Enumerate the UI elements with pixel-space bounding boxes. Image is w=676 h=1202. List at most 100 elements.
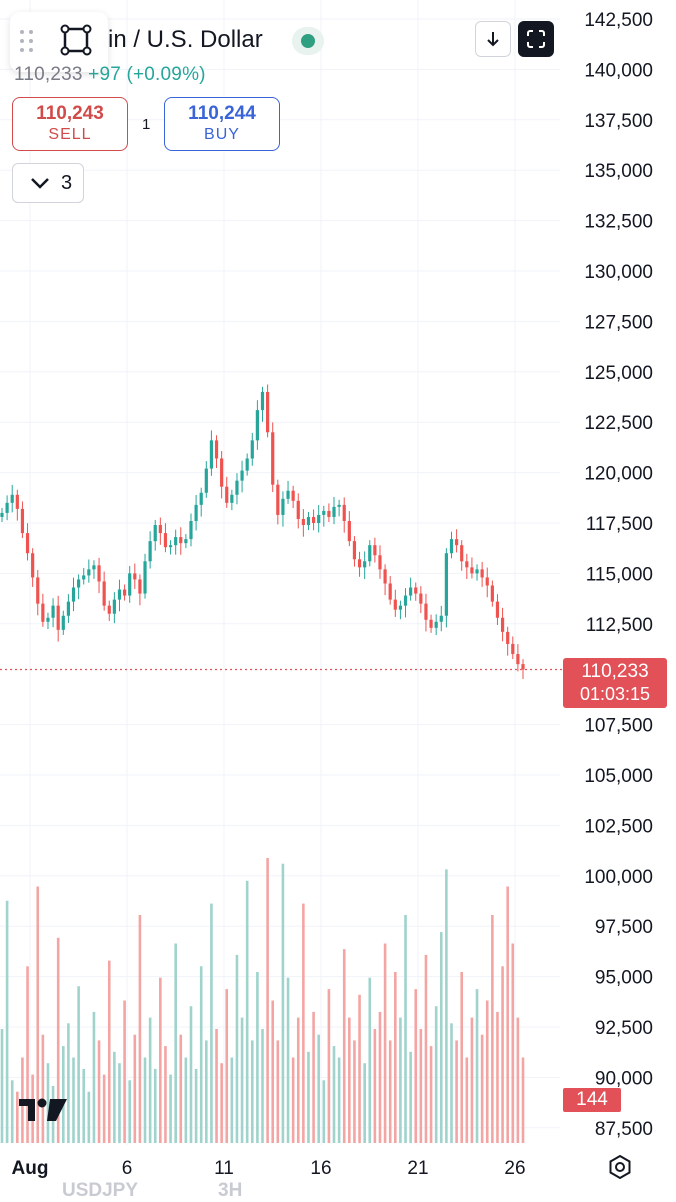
y-tick-label: 130,000 bbox=[584, 262, 653, 283]
volume-bar bbox=[10, 1080, 14, 1143]
volume-bar bbox=[322, 1080, 326, 1143]
candle-body bbox=[51, 605, 55, 618]
candle-body bbox=[357, 559, 362, 568]
candle-body bbox=[332, 506, 336, 517]
volume-bar bbox=[169, 1074, 172, 1143]
candle-body bbox=[470, 567, 474, 574]
volume-bar bbox=[67, 1023, 70, 1143]
candle-body bbox=[317, 514, 321, 523]
volume-bar bbox=[419, 1029, 423, 1143]
volume-value-tag: 144 bbox=[563, 1088, 621, 1112]
candle-body bbox=[271, 432, 275, 485]
volume-bar bbox=[286, 977, 290, 1143]
buy-button[interactable]: 110,244 BUY bbox=[164, 97, 280, 151]
indicators-count: 3 bbox=[61, 172, 73, 194]
volume-bar bbox=[399, 1017, 402, 1143]
candle-body bbox=[439, 615, 443, 622]
candle-body bbox=[199, 492, 203, 505]
volume-bar bbox=[491, 915, 494, 1143]
y-tick-label: 112,500 bbox=[586, 615, 653, 636]
symbol-title[interactable]: in / U.S. Dollar bbox=[108, 26, 263, 53]
volume-bar bbox=[521, 1057, 525, 1143]
candle-body bbox=[460, 545, 464, 562]
y-tick-label: 90,000 bbox=[595, 1068, 653, 1089]
candle-body bbox=[301, 518, 305, 526]
candle-body bbox=[347, 520, 351, 542]
volume-bar bbox=[276, 1040, 280, 1143]
volume-bar bbox=[184, 1057, 188, 1143]
select-tool-icon[interactable] bbox=[60, 24, 92, 56]
volume-bar bbox=[378, 1011, 382, 1143]
candle-body bbox=[41, 603, 45, 622]
volume-bar bbox=[429, 1046, 433, 1143]
sell-button[interactable]: 110,243 SELL bbox=[12, 97, 128, 151]
candle-body bbox=[409, 587, 413, 596]
candle-body bbox=[434, 621, 438, 628]
candle-body bbox=[250, 440, 254, 459]
volume-bar bbox=[128, 1080, 131, 1143]
candle-body bbox=[506, 631, 510, 644]
candle-body bbox=[286, 490, 290, 499]
volume-bar bbox=[133, 1034, 137, 1143]
current-price-tag: 110,233 01:03:15 bbox=[563, 658, 667, 708]
volume-bar bbox=[368, 977, 372, 1143]
volume-bar bbox=[485, 1000, 489, 1143]
indicators-toggle-button[interactable]: 3 bbox=[12, 163, 84, 203]
candle-body bbox=[225, 486, 229, 503]
volume-bar bbox=[271, 1000, 275, 1143]
candle-body bbox=[71, 587, 76, 602]
candle-body bbox=[516, 654, 520, 665]
volume-bar bbox=[281, 863, 285, 1143]
candle-body bbox=[266, 391, 270, 433]
candle-body bbox=[214, 440, 219, 459]
current-price-value: 110,233 bbox=[581, 661, 649, 682]
volume-bar bbox=[291, 1057, 295, 1143]
candle-body bbox=[511, 643, 515, 655]
candle-body bbox=[77, 579, 81, 588]
candle-body bbox=[444, 553, 448, 616]
y-tick-label: 105,000 bbox=[584, 766, 653, 787]
volume-bar bbox=[317, 1034, 320, 1143]
drag-handle-icon[interactable] bbox=[20, 30, 40, 56]
candle-body bbox=[153, 525, 157, 542]
candle-body bbox=[61, 615, 65, 630]
candle-body bbox=[429, 619, 433, 628]
volume-bar bbox=[138, 915, 142, 1143]
volume-bar bbox=[516, 1017, 520, 1143]
candle-body bbox=[46, 617, 50, 622]
volume-bar bbox=[332, 1046, 336, 1143]
download-button[interactable] bbox=[475, 21, 511, 57]
volume-bar bbox=[97, 1040, 101, 1143]
sell-price: 110,243 bbox=[36, 103, 104, 124]
price-change: +97 (+0.09%) bbox=[88, 64, 206, 85]
price-axis: 142,500 140,000 137,500 135,000 132,500 130,0… bbox=[584, 10, 653, 1140]
time-axis: Aug 6 11 16 21 26 bbox=[12, 1158, 526, 1179]
volume-bar bbox=[118, 1063, 121, 1143]
candle-body bbox=[255, 410, 259, 441]
fullscreen-button[interactable] bbox=[518, 21, 554, 57]
candle-body bbox=[87, 569, 91, 576]
volume-bar bbox=[41, 1034, 45, 1143]
volume-bar bbox=[460, 972, 464, 1143]
volume-bar bbox=[394, 972, 397, 1143]
y-tick-label: 137,500 bbox=[584, 111, 653, 132]
candle-body bbox=[10, 494, 14, 503]
settings-gear-icon[interactable] bbox=[606, 1153, 634, 1181]
candle-body bbox=[31, 553, 35, 578]
volume-bar bbox=[439, 932, 443, 1143]
drawing-toolbar bbox=[10, 12, 108, 72]
candle-body bbox=[174, 537, 178, 546]
candle-body bbox=[403, 595, 408, 606]
volume-bar bbox=[215, 1029, 218, 1143]
candle-body bbox=[388, 583, 392, 600]
volume-bar bbox=[302, 903, 305, 1143]
volume-bar bbox=[205, 1040, 208, 1143]
volume-bar bbox=[434, 1006, 438, 1143]
tradingview-logo-icon[interactable] bbox=[17, 1095, 69, 1125]
volume-bar bbox=[164, 1046, 167, 1143]
volume-bar bbox=[475, 989, 479, 1143]
candle-body bbox=[235, 480, 239, 495]
volume-bars bbox=[0, 858, 525, 1143]
volume-bar bbox=[470, 1017, 474, 1143]
